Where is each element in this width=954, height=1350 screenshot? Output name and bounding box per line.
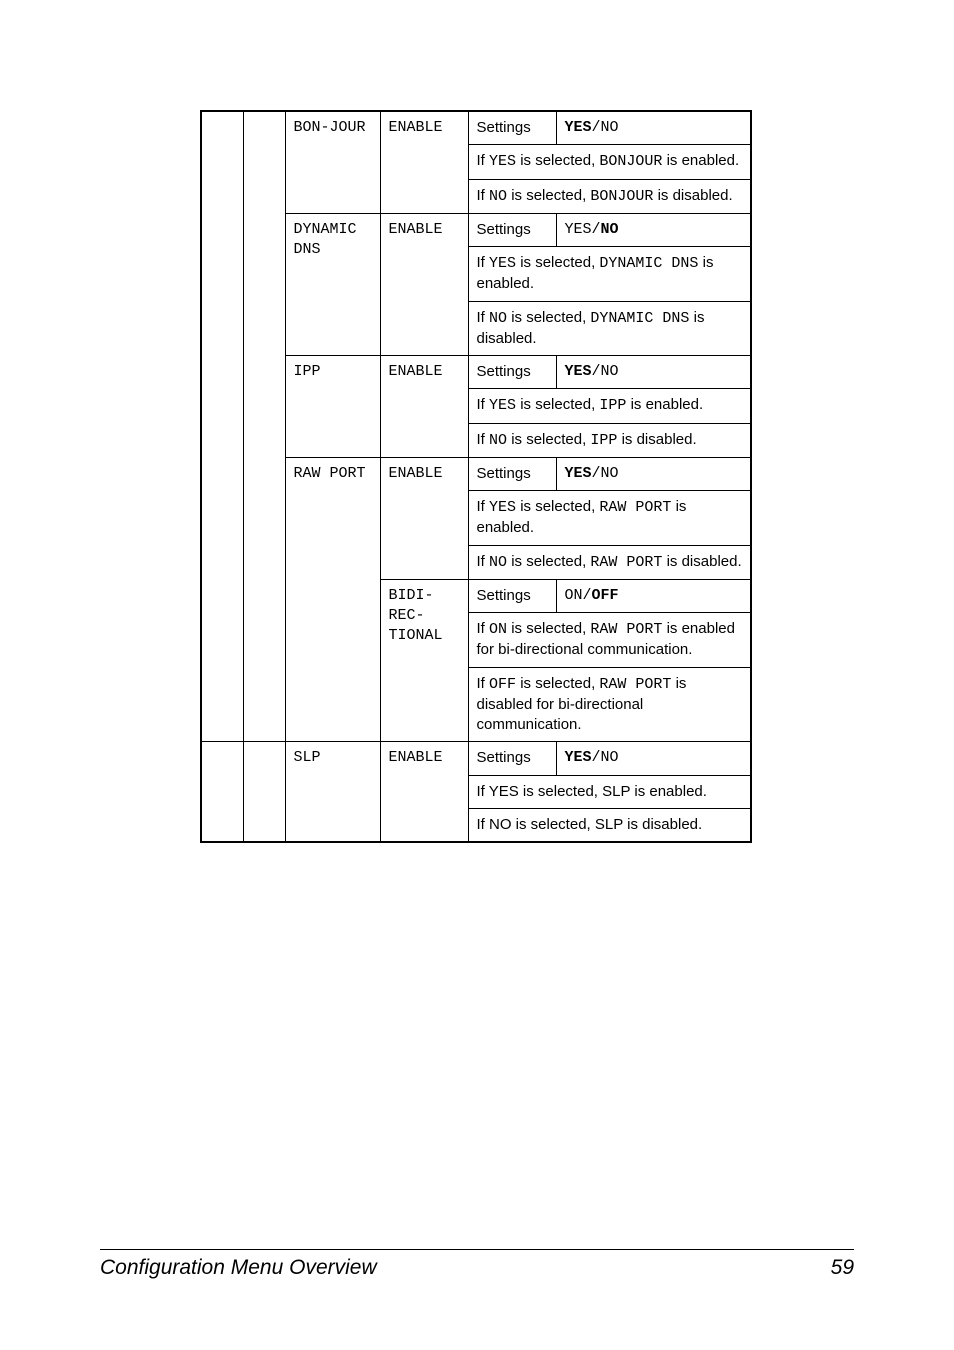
bonjour-opts: YES/NO bbox=[556, 111, 751, 145]
slp-opts: YES/NO bbox=[556, 742, 751, 775]
row-ipp-name: IPP bbox=[285, 356, 380, 458]
dyndns-opts: YES/NO bbox=[556, 213, 751, 246]
settings-label: Settings bbox=[468, 579, 556, 612]
row-raw-enable-col4: ENABLE bbox=[380, 457, 468, 579]
settings-label: Settings bbox=[468, 457, 556, 490]
config-table: BON-JOUR ENABLE Settings YES/NO If YES i… bbox=[200, 110, 752, 843]
settings-label: Settings bbox=[468, 742, 556, 775]
dyndns-desc1: If YES is selected, DYNAMIC DNS is enabl… bbox=[468, 247, 751, 302]
blank-col-2b bbox=[243, 742, 285, 842]
footer-title: Configuration Menu Overview bbox=[100, 1256, 377, 1280]
bonjour-desc2: If NO is selected, BONJOUR is disabled. bbox=[468, 179, 751, 213]
blank-col-2 bbox=[243, 111, 285, 742]
page-footer: Configuration Menu Overview 59 bbox=[100, 1249, 854, 1280]
row-slp-col4: ENABLE bbox=[380, 742, 468, 842]
blank-col-1b bbox=[201, 742, 243, 842]
row-bonjour-name: BON-JOUR bbox=[285, 111, 380, 213]
ipp-desc1: If YES is selected, IPP is enabled. bbox=[468, 389, 751, 423]
row-raw-name: RAW PORT bbox=[285, 457, 380, 742]
settings-label: Settings bbox=[468, 356, 556, 389]
ipp-opts: YES/NO bbox=[556, 356, 751, 389]
dyndns-desc2: If NO is selected, DYNAMIC DNS is disabl… bbox=[468, 301, 751, 356]
raw-bidi-opts: ON/OFF bbox=[556, 579, 751, 612]
row-ipp-col4: ENABLE bbox=[380, 356, 468, 458]
slp-desc2: If NO is selected, SLP is disabled. bbox=[468, 808, 751, 842]
raw-bidi-desc1: If ON is selected, RAW PORT is enabled f… bbox=[468, 613, 751, 668]
settings-label: Settings bbox=[468, 111, 556, 145]
blank-col-1 bbox=[201, 111, 243, 742]
row-dyndns-col4: ENABLE bbox=[380, 213, 468, 355]
raw-enable-desc2: If NO is selected, RAW PORT is disabled. bbox=[468, 545, 751, 579]
ipp-desc2: If NO is selected, IPP is disabled. bbox=[468, 423, 751, 457]
slp-desc1: If YES is selected, SLP is enabled. bbox=[468, 775, 751, 808]
row-raw-bidi-col4: BIDI-REC-TIONAL bbox=[380, 579, 468, 742]
row-dyndns-name: DYNAMIC DNS bbox=[285, 213, 380, 355]
raw-bidi-desc2: If OFF is selected, RAW PORT is disabled… bbox=[468, 667, 751, 742]
footer-page-number: 59 bbox=[831, 1256, 854, 1280]
row-bonjour-col4: ENABLE bbox=[380, 111, 468, 213]
row-slp-name: SLP bbox=[285, 742, 380, 842]
raw-enable-desc1: If YES is selected, RAW PORT is enabled. bbox=[468, 491, 751, 546]
settings-label: Settings bbox=[468, 213, 556, 246]
raw-enable-opts: YES/NO bbox=[556, 457, 751, 490]
bonjour-desc1: If YES is selected, BONJOUR is enabled. bbox=[468, 145, 751, 179]
